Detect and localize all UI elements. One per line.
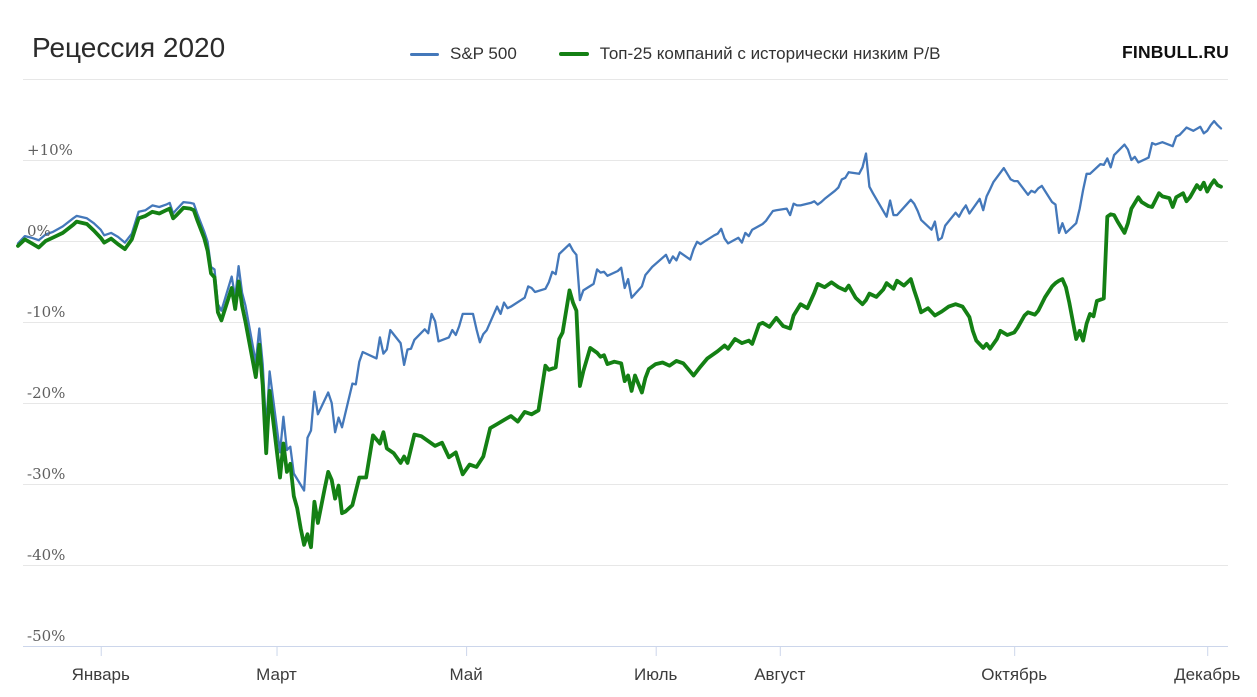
legend-item-sp500[interactable]: S&P 500: [410, 44, 517, 64]
sp500-line-swatch-icon: [410, 52, 439, 56]
series-line-top25[interactable]: [16, 178, 1223, 550]
y-axis-label: -20%: [27, 384, 65, 402]
y-axis-label: -10%: [27, 303, 65, 321]
top25-line-swatch-icon: [558, 51, 589, 57]
x-axis-label: Август: [754, 665, 805, 684]
x-axis-label: Июль: [634, 665, 678, 684]
x-axis-label: Март: [256, 665, 297, 684]
chart-title: Рецессия 2020: [32, 32, 226, 63]
y-axis-label: 0%: [27, 222, 51, 240]
y-axis-label: +10%: [27, 141, 73, 159]
brand-logo: FINBULL.RU: [1122, 42, 1229, 62]
y-axis-label: -50%: [27, 627, 65, 645]
series-line-sp500[interactable]: [16, 119, 1223, 492]
y-axis-label: -40%: [27, 546, 65, 564]
y-axis-label: -30%: [27, 465, 65, 483]
legend-item-top25[interactable]: Топ-25 компаний с исторически низким P/B: [558, 44, 941, 64]
x-axis-label: Май: [449, 665, 482, 684]
legend-label-sp500: S&P 500: [450, 44, 517, 63]
legend-label-top25: Топ-25 компаний с исторически низким P/B: [599, 44, 941, 63]
x-axis-label: Декабрь: [1174, 665, 1240, 684]
legend: S&P 500 Топ-25 компаний с исторически ни…: [410, 44, 940, 64]
x-axis-label: Январь: [72, 665, 130, 684]
x-axis-label: Октябрь: [981, 665, 1047, 684]
